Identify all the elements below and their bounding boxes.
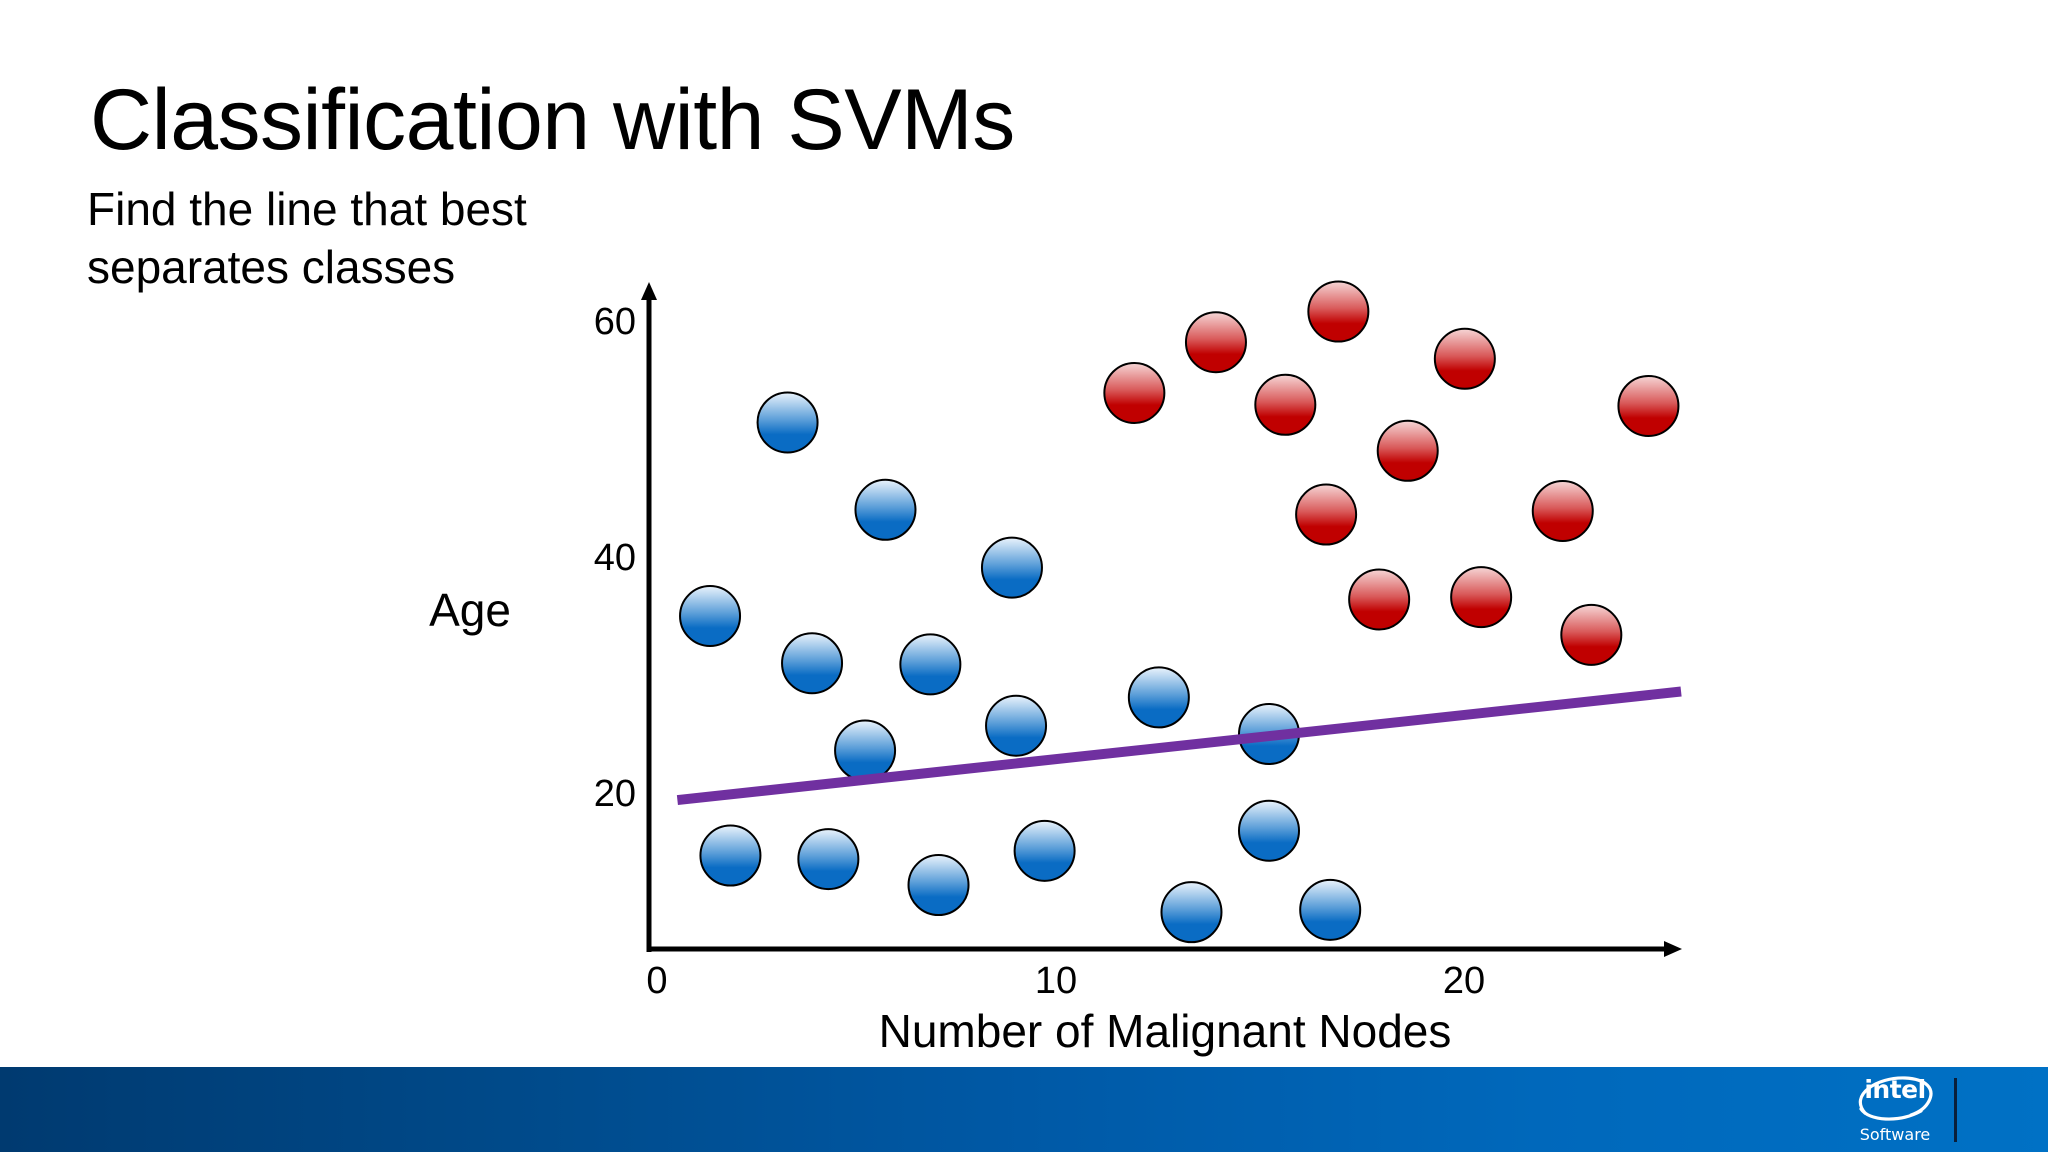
slide-title: Classification with SVMs [90, 72, 1015, 168]
red-data-point [1617, 374, 1680, 437]
x-tick-labels: 0 10 20 [646, 960, 1485, 1002]
y-tick-label: 60 [594, 301, 636, 343]
blue-data-point [1160, 881, 1223, 944]
intel-software-text: Software [1859, 1125, 1931, 1144]
intel-swoosh-icon [1858, 1076, 1933, 1121]
y-tick-labels: 20 40 60 [594, 301, 636, 815]
x-tick-label: 0 [646, 960, 667, 1002]
blue-data-point [797, 828, 860, 891]
footer-divider [1954, 1078, 1957, 1142]
red-data-point [1560, 603, 1623, 666]
points-layer [679, 280, 1680, 944]
blue-data-point [834, 719, 897, 782]
red-data-point [1184, 311, 1247, 374]
blue-data-point [679, 585, 742, 647]
y-tick-label: 40 [594, 537, 636, 579]
red-data-point [1348, 568, 1411, 631]
intel-logo-text: intel [1864, 1075, 1926, 1104]
red-data-point [1103, 361, 1166, 424]
red-data-point [1433, 327, 1496, 390]
blue-data-point [899, 633, 962, 696]
y-tick-label: 20 [594, 773, 636, 815]
blue-data-point [980, 536, 1043, 599]
slide-subtitle: Find the line that best separates classe… [87, 183, 527, 293]
red-data-point [1295, 483, 1358, 546]
red-data-point [1254, 373, 1317, 436]
blue-data-point [781, 632, 844, 695]
red-data-point [1531, 479, 1594, 542]
y-axis-title: Age [429, 584, 511, 636]
blue-data-point [699, 824, 762, 887]
red-data-point [1450, 566, 1513, 629]
footer-bar [0, 1067, 2048, 1152]
blue-data-point [907, 854, 970, 917]
x-tick-label: 10 [1035, 960, 1077, 1002]
x-axis-arrow-icon [1664, 941, 1682, 957]
svm-separator-line [676, 686, 1682, 806]
blue-data-point [854, 478, 917, 541]
red-data-point [1376, 419, 1439, 482]
x-tick-label: 20 [1443, 960, 1485, 1002]
blue-data-point [1013, 819, 1076, 882]
blue-data-point [756, 391, 819, 454]
blue-data-point [1238, 799, 1300, 862]
x-axis-title: Number of Malignant Nodes [879, 1005, 1452, 1057]
intel-logo: intel Software [1855, 1073, 1935, 1149]
blue-data-point [985, 694, 1048, 757]
blue-data-point [1127, 666, 1190, 729]
red-data-point [1307, 280, 1370, 343]
y-axis-arrow-icon [641, 282, 657, 300]
blue-data-point [1299, 878, 1362, 941]
svm-scatter-chart: 0 10 20 20 40 60 Number of Malignant Nodes A… [429, 280, 1682, 1057]
